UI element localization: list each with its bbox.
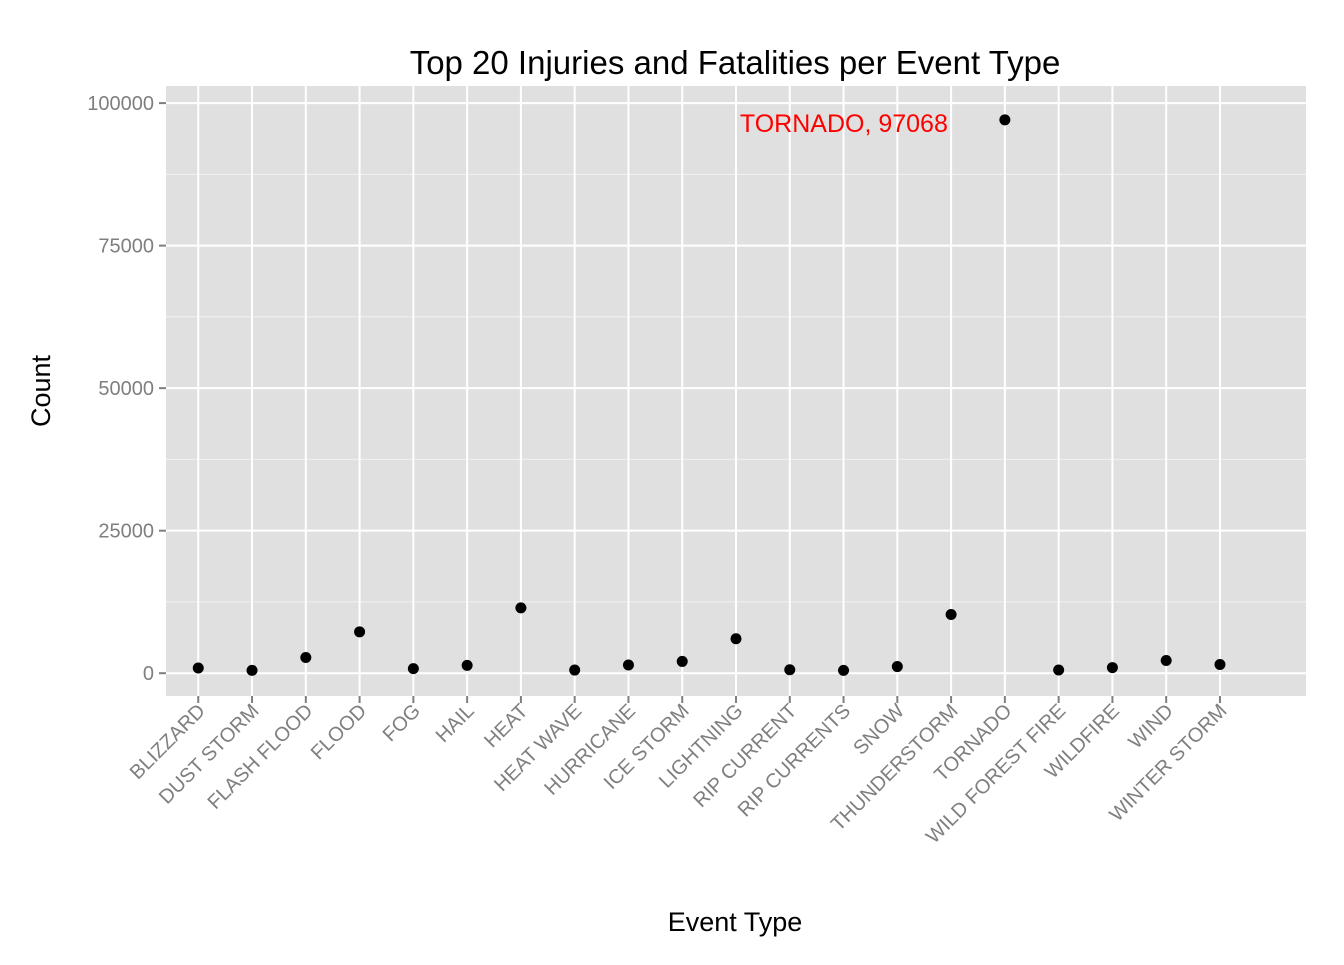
data-point bbox=[569, 664, 581, 676]
data-point bbox=[838, 664, 850, 676]
x-tick-label: HEAT bbox=[480, 700, 532, 752]
y-axis-ticks: 0 25000 50000 75000 100000 bbox=[87, 93, 166, 685]
data-point bbox=[999, 114, 1011, 126]
chart-title: Top 20 Injuries and Fatalities per Event… bbox=[410, 44, 1061, 81]
data-point bbox=[676, 655, 688, 667]
data-point bbox=[461, 659, 473, 671]
data-point bbox=[784, 664, 796, 676]
x-tick-label: FLOOD bbox=[307, 700, 371, 764]
data-point bbox=[1053, 664, 1065, 676]
data-point bbox=[945, 609, 957, 621]
data-point bbox=[730, 633, 742, 645]
y-tick-label: 100000 bbox=[87, 93, 154, 115]
data-point bbox=[192, 662, 204, 674]
y-tick-label: 50000 bbox=[98, 378, 154, 400]
y-tick-label: 75000 bbox=[98, 236, 154, 258]
major-gridlines bbox=[166, 86, 1306, 696]
x-tick-label: HAIL bbox=[432, 700, 479, 747]
data-point bbox=[515, 602, 527, 614]
x-tick-label: FOG bbox=[379, 700, 425, 746]
data-point bbox=[622, 659, 634, 671]
x-axis-title: Event Type bbox=[668, 907, 803, 937]
data-point bbox=[891, 661, 903, 673]
y-axis-title: Count bbox=[26, 354, 56, 427]
data-point bbox=[354, 626, 366, 638]
max-value-annotation: TORNADO, 97068 bbox=[740, 110, 948, 138]
data-point bbox=[1214, 658, 1226, 670]
data-points bbox=[192, 114, 1226, 676]
y-tick-label: 0 bbox=[143, 663, 154, 685]
data-point bbox=[246, 664, 258, 676]
data-point bbox=[1106, 662, 1118, 674]
data-point bbox=[300, 651, 312, 663]
data-point bbox=[407, 663, 419, 675]
data-point bbox=[1160, 655, 1172, 667]
y-tick-label: 25000 bbox=[98, 521, 154, 543]
